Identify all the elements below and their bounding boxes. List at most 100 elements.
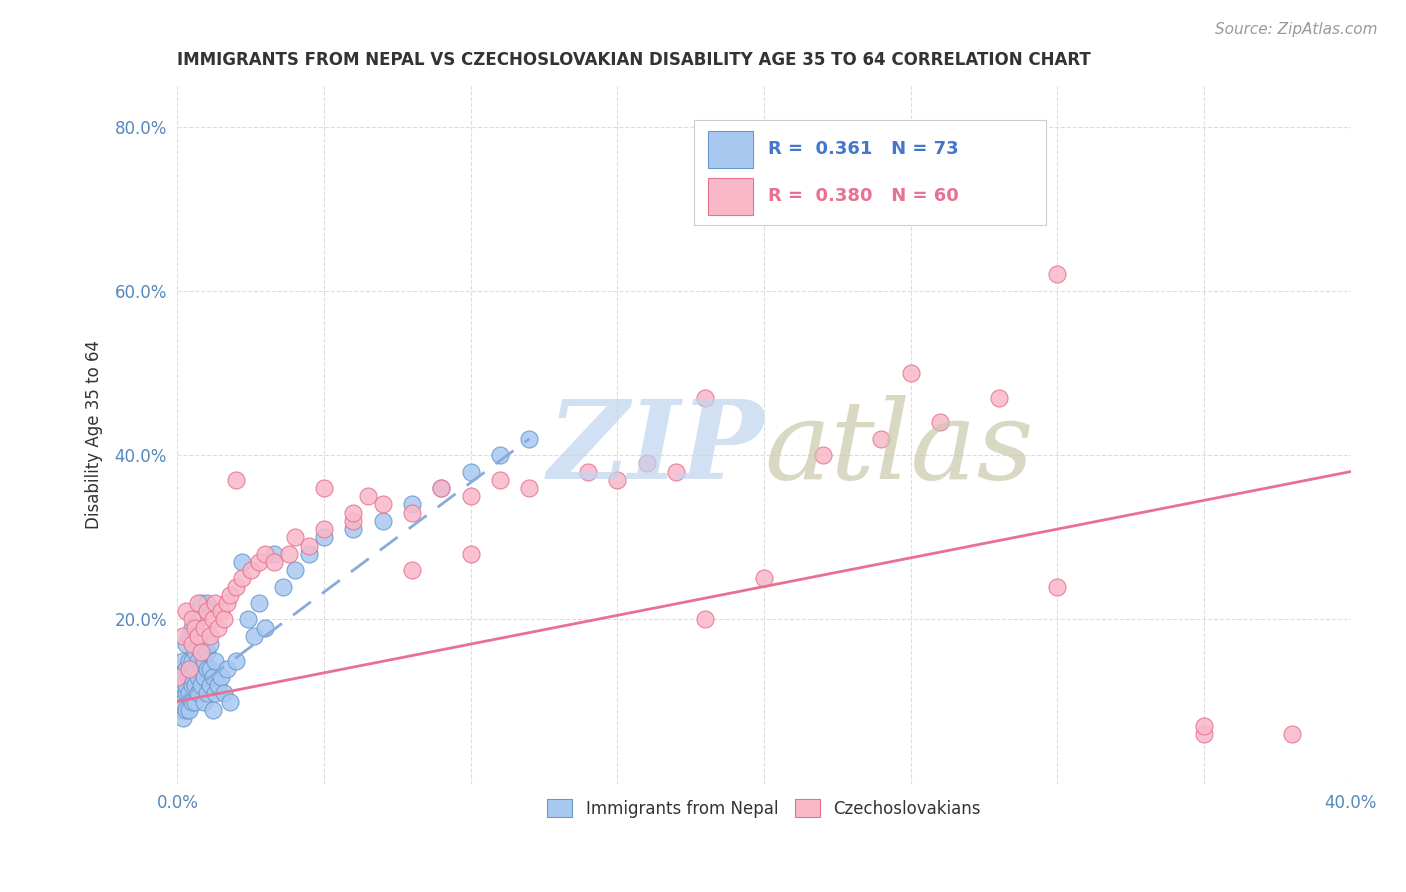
Point [1046, 580, 1069, 594]
Point [236, 612, 259, 626]
Point [181, 621, 204, 635]
Point [201, 703, 224, 717]
Point [929, 415, 952, 429]
Point [193, 695, 215, 709]
Point [195, 604, 218, 618]
Point [231, 555, 253, 569]
Point [198, 637, 221, 651]
Point [172, 653, 194, 667]
Point [187, 686, 209, 700]
Point [217, 596, 239, 610]
Point [1192, 727, 1215, 741]
Point [1281, 727, 1303, 741]
Point [576, 465, 599, 479]
Point [167, 695, 190, 709]
Point [181, 678, 204, 692]
Point [166, 670, 188, 684]
Point [254, 547, 277, 561]
Point [195, 686, 218, 700]
Point [181, 670, 204, 684]
Point [184, 621, 207, 635]
Point [193, 670, 215, 684]
Point [177, 653, 200, 667]
Point [219, 588, 242, 602]
Point [271, 580, 294, 594]
Point [870, 432, 893, 446]
Point [204, 686, 226, 700]
Point [174, 678, 197, 692]
Point [401, 563, 423, 577]
Point [172, 711, 194, 725]
Point [231, 571, 253, 585]
Point [249, 555, 271, 569]
Point [187, 629, 209, 643]
Point [1046, 268, 1069, 282]
Point [249, 596, 271, 610]
Point [174, 703, 197, 717]
Point [190, 662, 212, 676]
Point [193, 621, 215, 635]
Point [184, 662, 207, 676]
Point [277, 547, 299, 561]
Point [181, 637, 204, 651]
Point [665, 465, 688, 479]
Point [184, 645, 207, 659]
Point [517, 432, 540, 446]
Point [214, 686, 236, 700]
Point [172, 629, 194, 643]
Point [198, 662, 221, 676]
Point [172, 695, 194, 709]
Point [1192, 719, 1215, 733]
Point [606, 473, 628, 487]
Point [401, 498, 423, 512]
Point [342, 522, 364, 536]
Point [489, 473, 512, 487]
Point [177, 629, 200, 643]
Point [177, 670, 200, 684]
Text: atlas: atlas [763, 395, 1033, 502]
Point [312, 481, 335, 495]
Point [184, 695, 207, 709]
Point [177, 662, 200, 676]
Point [174, 604, 197, 618]
Point [214, 612, 236, 626]
Point [254, 621, 277, 635]
Point [198, 629, 221, 643]
Point [636, 456, 658, 470]
Point [460, 465, 482, 479]
Point [174, 662, 197, 676]
Point [172, 678, 194, 692]
Point [209, 604, 232, 618]
Point [489, 448, 512, 462]
Point [312, 530, 335, 544]
Point [207, 621, 229, 635]
Point [430, 481, 453, 495]
Point [169, 662, 191, 676]
Point [169, 703, 191, 717]
Point [204, 653, 226, 667]
Point [225, 473, 247, 487]
Point [198, 678, 221, 692]
Point [181, 695, 204, 709]
Point [811, 448, 834, 462]
Point [460, 489, 482, 503]
Point [298, 539, 321, 553]
Point [225, 580, 247, 594]
Point [298, 547, 321, 561]
Point [695, 612, 717, 626]
Point [184, 678, 207, 692]
Point [695, 391, 717, 405]
Point [209, 670, 232, 684]
Point [219, 695, 242, 709]
Point [181, 653, 204, 667]
Point [225, 653, 247, 667]
Point [460, 547, 482, 561]
Point [204, 596, 226, 610]
Text: Source: ZipAtlas.com: Source: ZipAtlas.com [1215, 22, 1378, 37]
Point [207, 678, 229, 692]
Point [517, 481, 540, 495]
Point [284, 530, 307, 544]
Point [371, 498, 394, 512]
Point [263, 555, 285, 569]
Point [187, 670, 209, 684]
